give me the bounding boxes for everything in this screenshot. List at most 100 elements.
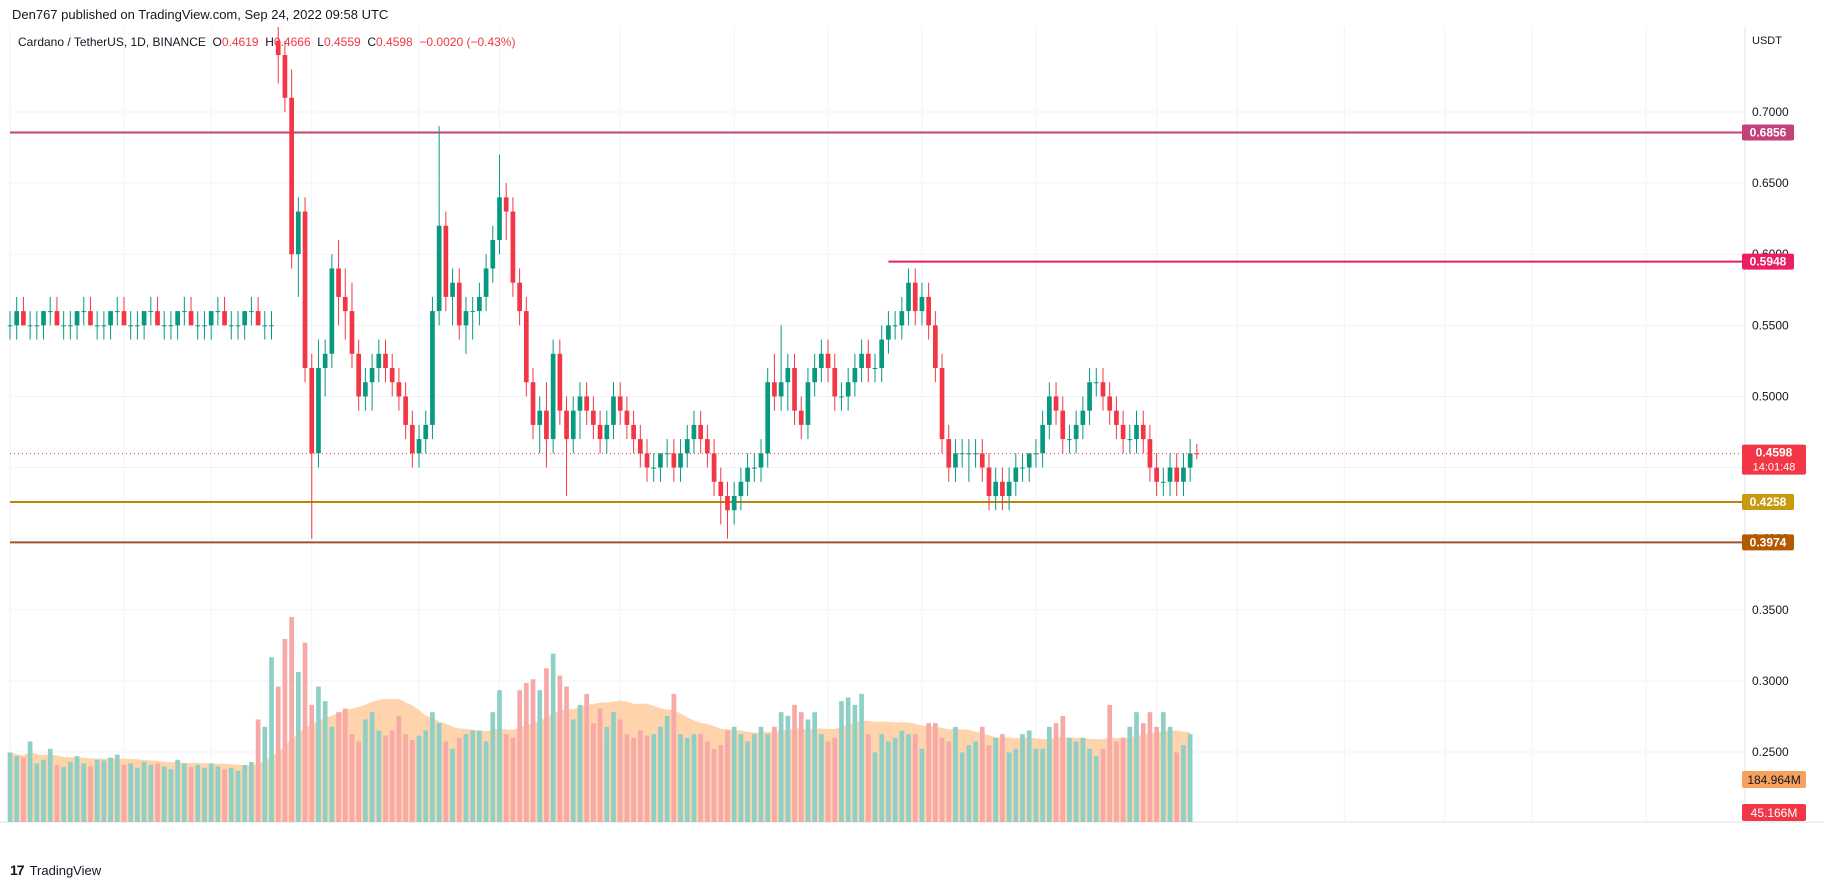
candlestick-chart[interactable]: 0.25000.30000.35000.40000.45000.50000.55…	[0, 27, 1824, 832]
volume-bar	[396, 715, 402, 822]
last-price-countdown: 14:01:48	[1753, 462, 1796, 474]
low-label: L	[317, 35, 324, 49]
volume-bar	[691, 734, 697, 822]
candle-body	[570, 410, 576, 440]
candle-body	[108, 311, 113, 326]
y-tick-label: 0.2500	[1752, 745, 1789, 759]
volume-bar	[1134, 712, 1139, 822]
volume-bar	[68, 761, 73, 822]
volume-bar	[1020, 734, 1025, 822]
volume-bar	[242, 764, 248, 822]
volume-bar	[215, 766, 221, 822]
candle-body	[1040, 424, 1045, 454]
candle-body	[309, 368, 315, 454]
candle-body	[564, 410, 569, 440]
volume-bar	[544, 668, 549, 822]
volume-bar	[295, 671, 301, 822]
volume-bar	[114, 754, 120, 822]
volume-bar	[450, 748, 455, 822]
volume-bar	[1093, 756, 1099, 822]
x-tick-label: Jun	[409, 831, 428, 832]
candle-body	[772, 382, 777, 397]
candle-body	[1067, 439, 1072, 441]
candle-body	[825, 353, 831, 368]
candle-body	[832, 368, 838, 397]
volume-bar	[497, 690, 502, 822]
candle-body	[202, 325, 207, 327]
candle-body	[973, 453, 978, 455]
candle-body	[1013, 467, 1019, 482]
level-badge	[1742, 534, 1794, 551]
volume-bar	[282, 638, 288, 822]
volume-bar	[403, 734, 408, 822]
volume-bar	[718, 745, 724, 822]
candle-body	[926, 296, 931, 326]
volume-bar	[986, 745, 992, 822]
candle-body	[262, 325, 268, 327]
volume-bar	[61, 767, 66, 822]
candle-body	[953, 453, 958, 468]
volume-bar	[1053, 723, 1059, 822]
candle-body	[510, 211, 516, 283]
candle-body	[369, 368, 375, 383]
volume-bar	[470, 730, 476, 822]
volume-bar	[329, 726, 335, 822]
candle-body	[423, 424, 429, 440]
volume-bar	[1046, 726, 1052, 822]
tradingview-logo-icon[interactable]: 17	[10, 862, 25, 878]
volume-bar	[966, 745, 972, 822]
candle-body	[47, 311, 53, 313]
volume-bar	[101, 760, 107, 822]
candle-body	[1053, 396, 1059, 411]
candle-body	[879, 339, 885, 368]
candle-body	[450, 282, 455, 297]
volume-bar	[798, 712, 804, 822]
candle-body	[416, 439, 422, 454]
volume-bar	[845, 697, 851, 822]
candle-body	[751, 467, 757, 469]
candle-body	[436, 225, 442, 312]
volume-bar	[564, 686, 569, 822]
volume-bar	[202, 767, 207, 822]
volume-bar	[751, 734, 757, 822]
candle-body	[322, 353, 328, 368]
volume-bar	[879, 734, 885, 822]
volume-bar	[698, 734, 704, 822]
candle-body	[705, 439, 710, 454]
volume-bar	[1174, 752, 1180, 822]
volume-bar	[249, 761, 254, 822]
x-tick-label: Jul	[613, 831, 628, 832]
x-tick-label: 17	[1338, 831, 1352, 832]
candle-body	[128, 325, 134, 327]
candle-body	[906, 282, 911, 312]
candle-body	[946, 439, 952, 468]
candle-body	[54, 311, 60, 326]
candle-body	[1147, 439, 1153, 468]
volume-bar	[597, 708, 603, 822]
candle-body	[1167, 467, 1173, 482]
volume-bar	[1033, 748, 1039, 822]
volume-bar	[939, 737, 945, 822]
volume-bar	[530, 679, 536, 822]
level-badge	[1742, 493, 1794, 510]
candle-body	[269, 325, 274, 327]
candle-body	[74, 311, 80, 326]
volume-bar	[369, 712, 375, 822]
high-value: 0.4666	[273, 35, 311, 49]
volume-bar	[322, 701, 328, 822]
candle-body	[1127, 439, 1133, 441]
volume-bar	[269, 657, 274, 822]
candle-body	[1080, 410, 1086, 425]
volume-bar	[54, 764, 60, 822]
candle-body	[208, 311, 214, 326]
candle-body	[349, 311, 355, 354]
brand-name[interactable]: TradingView	[29, 862, 102, 878]
x-tick-label: 16	[305, 831, 319, 832]
candle-body	[852, 368, 858, 383]
y-tick-label: 0.3500	[1752, 603, 1789, 617]
level-label: 0.6856	[1750, 125, 1787, 139]
candle-body	[530, 382, 536, 425]
x-tick-label: Sep	[1025, 831, 1047, 832]
volume-bar	[175, 759, 180, 822]
candle-body	[664, 453, 670, 455]
